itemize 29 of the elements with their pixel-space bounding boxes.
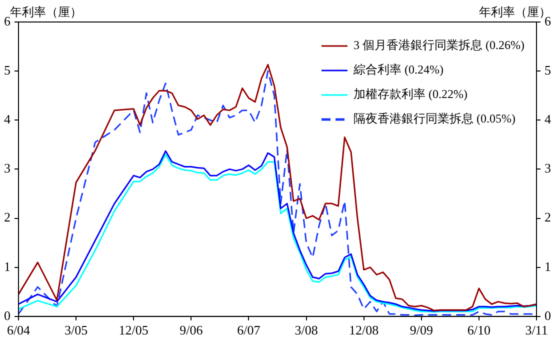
y-tick-label: 3 — [4, 160, 10, 176]
y2-tick-label: 2 — [544, 210, 551, 225]
y-tick-label: 4 — [4, 112, 11, 127]
legend-label: 隔夜香港銀行同業拆息 (0.05%) — [354, 112, 516, 126]
x-tick-label: 9/09 — [410, 322, 433, 338]
x-tick-label: 6/07 — [237, 322, 261, 338]
y-tick-label: 1 — [4, 258, 10, 274]
y-axis-title: 年利率（厘） — [10, 4, 82, 19]
y2-tick-label: 6 — [544, 13, 552, 28]
y2-tick-label: 0 — [544, 308, 551, 323]
y2-tick-label: 4 — [544, 112, 552, 127]
y-tick-label: 6 — [4, 13, 11, 28]
y2-tick-label: 1 — [544, 258, 551, 274]
x-tick-label: 3/11 — [525, 322, 548, 338]
x-tick-label: 12/08 — [349, 322, 379, 338]
x-tick-label: 6/10 — [467, 322, 491, 338]
y-tick-label: 5 — [4, 62, 10, 78]
x-tick-label: 9/06 — [180, 322, 204, 338]
y-tick-label: 0 — [4, 308, 10, 323]
x-tick-label: 3/05 — [64, 322, 88, 338]
y2-tick-label: 5 — [544, 62, 551, 78]
y-tick-label: 2 — [4, 210, 10, 225]
legend-label: 綜合利率 (0.24%) — [352, 62, 444, 77]
legend-label: 3 個月香港銀行同業拆息 (0.26%) — [354, 38, 525, 52]
y2-tick-label: 3 — [544, 160, 551, 176]
x-tick-label: 6/04 — [6, 322, 31, 338]
legend-label: 加權存款利率 (0.22%) — [354, 87, 468, 102]
x-tick-label: 3/08 — [294, 322, 318, 338]
x-tick-label: 12/05 — [118, 322, 148, 338]
